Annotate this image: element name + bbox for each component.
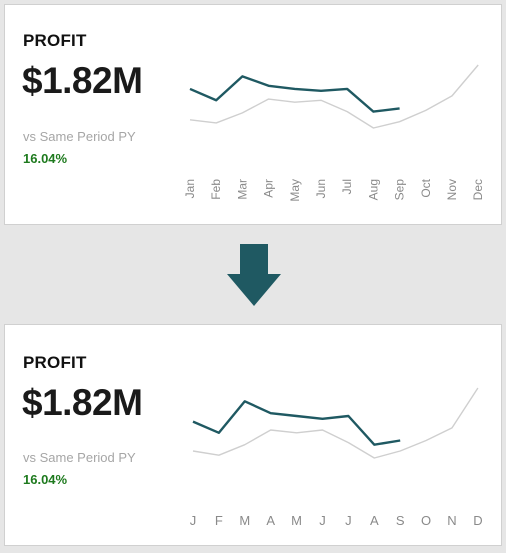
- x-tick-label: Jul: [340, 179, 354, 194]
- x-tick-label: Nov: [445, 179, 459, 200]
- card-title: PROFIT: [23, 31, 87, 50]
- x-tick-label: M: [239, 513, 250, 528]
- x-tick-label: J: [190, 513, 197, 528]
- x-tick-label: Apr: [262, 179, 276, 198]
- x-tick-label: F: [215, 513, 223, 528]
- down-arrow-icon: [227, 244, 281, 306]
- prior-year-line: [189, 64, 479, 129]
- change-percent: 16.04%: [23, 472, 68, 487]
- x-tick-label: Dec: [471, 179, 485, 200]
- prior-year-line: [192, 387, 479, 459]
- x-tick-label: A: [266, 513, 275, 528]
- current-year-line: [189, 75, 400, 113]
- comparison-label: vs Same Period PY: [23, 129, 136, 144]
- x-tick-label: May: [288, 179, 302, 202]
- profit-card-original: PROFIT $1.82M vs Same Period PY 16.04% J…: [4, 4, 502, 225]
- x-tick-label: J: [319, 513, 326, 528]
- profit-value: $1.82M: [22, 382, 143, 423]
- change-percent: 16.04%: [23, 151, 68, 166]
- profit-value: $1.82M: [22, 60, 143, 101]
- x-tick-label: J: [345, 513, 352, 528]
- x-tick-label: O: [421, 513, 431, 528]
- x-tick-label: Jun: [314, 179, 328, 198]
- x-tick-label: D: [473, 513, 482, 528]
- x-tick-label: Mar: [235, 179, 249, 200]
- profit-card-revised: PROFIT $1.82M vs Same Period PY 16.04% J…: [4, 324, 502, 546]
- x-tick-label: N: [447, 513, 456, 528]
- current-year-line: [192, 400, 401, 446]
- comparison-label: vs Same Period PY: [23, 450, 136, 465]
- x-tick-label: S: [396, 513, 405, 528]
- x-tick-label: Oct: [419, 178, 433, 197]
- x-tick-label: Sep: [393, 179, 407, 201]
- x-tick-label: Jan: [183, 179, 197, 198]
- x-tick-label: M: [291, 513, 302, 528]
- profit-sparkline-chart: Jan Feb Mar Apr May Jun Jul Aug Sep Oct Nov Dec: [183, 64, 485, 202]
- x-tick-label: Feb: [209, 179, 223, 200]
- x-tick-label: A: [370, 513, 379, 528]
- x-tick-label: Aug: [366, 179, 380, 200]
- card-title: PROFIT: [23, 353, 87, 372]
